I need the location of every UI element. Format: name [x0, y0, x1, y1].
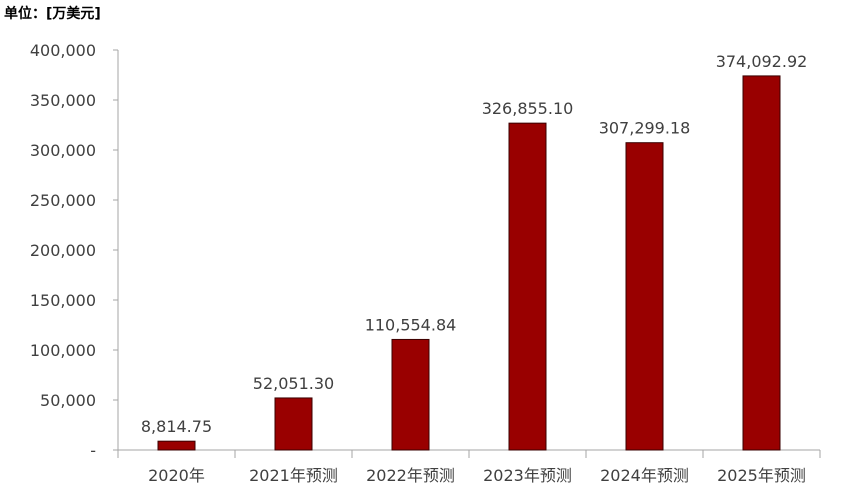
y-tick-label: 250,000 — [30, 191, 96, 210]
y-tick-label: 350,000 — [30, 91, 96, 110]
bar — [157, 440, 196, 451]
x-category-label: 2021年预测 — [249, 466, 338, 485]
bar — [391, 338, 430, 451]
y-tick-label: 50,000 — [40, 391, 96, 410]
x-category-label: 2023年预测 — [483, 466, 572, 485]
bar — [274, 397, 313, 451]
data-label: 326,855.10 — [482, 99, 574, 118]
bar — [625, 142, 664, 451]
x-category-label: 2022年预测 — [366, 466, 455, 485]
y-tick-label: 300,000 — [30, 141, 96, 160]
data-label: 110,554.84 — [365, 315, 457, 334]
data-label: 307,299.18 — [599, 119, 691, 138]
y-tick-label: 400,000 — [30, 41, 96, 60]
data-label: 374,092.92 — [716, 52, 808, 71]
data-label: 8,814.75 — [141, 417, 212, 436]
x-axis: 2020年 2021年预测 2022年预测 2023年预测 2024年预测 2025年预测 — [117, 449, 821, 485]
x-category-label: 2020年 — [148, 466, 205, 485]
bars — [157, 75, 781, 451]
y-tick-label: 150,000 — [30, 291, 96, 310]
bar — [742, 75, 781, 451]
data-label: 52,051.30 — [253, 374, 334, 393]
bar — [508, 122, 547, 451]
y-tick-label: 100,000 — [30, 341, 96, 360]
x-category-label: 2025年预测 — [717, 466, 806, 485]
data-labels: 8,814.75 52,051.30 110,554.84 326,855.10 307… — [141, 52, 807, 436]
y-axis: - 50,000 100,000 150,000 200,000 250,000 300,0… — [30, 41, 119, 460]
y-tick-label: - — [90, 441, 96, 460]
x-category-label: 2024年预测 — [600, 466, 689, 485]
unit-label: 单位：[万美元] — [4, 5, 101, 22]
y-tick-label: 200,000 — [30, 241, 96, 260]
